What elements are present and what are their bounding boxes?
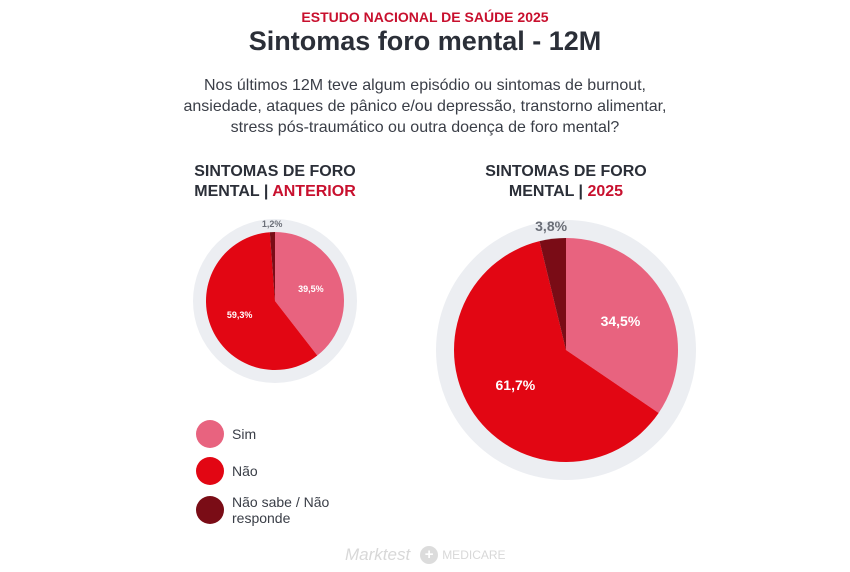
footer-logos: Marktest + MEDICARE — [345, 545, 506, 565]
medicare-text: MEDICARE — [442, 548, 506, 562]
marktest-logo: Marktest — [345, 545, 411, 564]
chart-title-highlight: 2025 — [583, 183, 624, 200]
chart-title-main: SINTOMAS DE FORO MENTAL | — [194, 163, 356, 200]
data-label: 1,2% — [262, 219, 283, 229]
pie-slice-nao-sabe — [539, 238, 566, 350]
pie-slice-sim — [275, 232, 344, 356]
pie-slice-nao — [205, 232, 318, 370]
pie-slice-sim — [566, 238, 678, 413]
kicker: ESTUDO NACIONAL DE SAÚDE 2025 — [301, 9, 549, 25]
data-label: 61,7% — [496, 377, 536, 393]
chart-title-anterior: SINTOMAS DE FORO MENTAL | ANTERIOR — [175, 162, 375, 202]
legend-swatch — [196, 420, 224, 448]
pie-slice-nao-sabe — [269, 232, 275, 301]
data-label: 39,5% — [298, 284, 324, 294]
question-text: Nos últimos 12M teve algum episódio ou s… — [183, 77, 667, 136]
plus-icon: + — [420, 546, 439, 564]
pie-slice-nao — [453, 241, 659, 463]
chart-title-2025: SINTOMAS DE FORO MENTAL | 2025 — [466, 162, 666, 202]
legend-label: Não sabe / Não responde — [232, 494, 330, 526]
legend-label: Não — [232, 463, 258, 479]
chart-title-main: SINTOMAS DE FORO MENTAL | — [485, 163, 647, 200]
page-title: Sintomas foro mental - 12M — [248, 26, 602, 56]
legend-label: Sim — [232, 426, 257, 442]
legend-item-nao-sabe: Não sabe / Não responde — [196, 494, 346, 526]
legend-item-sim: Sim — [196, 420, 256, 448]
data-label: 59,3% — [227, 310, 253, 320]
data-label: 34,5% — [601, 313, 641, 329]
medicare-logo: + MEDICARE — [420, 546, 506, 564]
legend-item-nao: Não — [196, 457, 258, 485]
chart-title-highlight: ANTERIOR — [268, 183, 356, 200]
data-label: 3,8% — [535, 218, 567, 234]
legend-swatch — [196, 457, 224, 485]
legend-swatch — [196, 496, 224, 524]
